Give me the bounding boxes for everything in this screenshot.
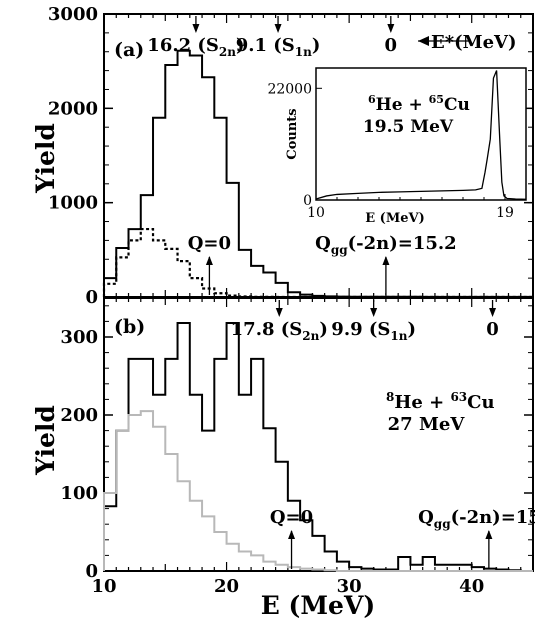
top-marker-label-main: 9.1 (S [236, 35, 295, 56]
bottom-marker-label-main: Q [418, 507, 434, 528]
panel-b-frame [103, 297, 534, 572]
inset-xlabel: E (MeV) [365, 211, 424, 226]
top-marker-label: 9.9 (S1n) [331, 319, 416, 343]
bottom-marker-label-main: Q [315, 233, 331, 254]
bottom-marker-label-main: Q=0 [188, 233, 231, 254]
bottom-marker-label-tail: (-2n)=15.2 [348, 233, 457, 254]
excitation-axis-label: E*(MeV) [431, 32, 517, 53]
bottom-marker-label: Q=0 [270, 507, 313, 528]
panel-b-series [103, 321, 533, 572]
bottom-marker-label: Qgg(-2n)=15.2 [315, 233, 457, 257]
bottom-marker-label-main: Q=0 [270, 507, 313, 528]
panel-b-y-tick-label: 100 [60, 483, 98, 504]
top-marker-label-sub: 2n [219, 45, 236, 59]
inset-ylabel: Counts [285, 108, 300, 159]
inset-title-sup1: 6 [368, 93, 376, 106]
top-marker-label-sub: 1n [295, 45, 312, 59]
top-marker-arrowhead [387, 24, 395, 33]
bottom-marker-arrowhead [485, 530, 493, 539]
panel-a-y-tick-label: 1000 [48, 193, 98, 214]
top-marker-arrowhead [489, 308, 497, 317]
panel-a-y-tick-label: 2000 [48, 98, 98, 119]
inset-title-sup2: 65 [429, 93, 444, 106]
top-marker-arrowhead [274, 24, 282, 33]
top-marker-label-sub: 2n [302, 329, 319, 343]
inset-title-text1: He + [376, 95, 429, 115]
bottom-marker-label: Qgg(-2n)=15.7 [418, 507, 535, 531]
panel-a-ylabel: Yield [31, 123, 60, 194]
top-marker-label-tail: ) [407, 319, 416, 340]
excitation-axis-arrowhead [418, 36, 429, 46]
panel-b-annotation-line1: 8He + 63Cu [386, 390, 495, 413]
inset-y-tick-label: 0 [303, 193, 312, 209]
panel-b-series-gray [103, 410, 533, 572]
inset-plot: Counts E (MeV) 0 22000 10 19 6He + 65Cu 19.… [267, 67, 527, 226]
top-marker-label-tail: ) [236, 35, 245, 56]
x-tick-label: 20 [214, 576, 239, 597]
panel-b-y-tick-label: 0 [85, 561, 98, 582]
panel-b-annotation-sup1: 8 [386, 390, 394, 404]
bottom-marker-arrowhead [382, 256, 390, 265]
inset-title-line2: 19.5 MeV [363, 117, 454, 137]
inset-spectrum-line [315, 70, 527, 200]
top-marker-label-main: 16.2 (S [147, 35, 219, 56]
inset-x-tick-label: 19 [496, 205, 514, 221]
top-marker-arrowhead [275, 308, 283, 317]
bottom-marker-label-sub: gg [331, 243, 348, 257]
x-tick-label: 40 [459, 576, 484, 597]
bottom-marker-label-tail: (-2n)=15.7 [451, 507, 535, 528]
top-marker-label: 17.8 (S2n) [231, 319, 328, 343]
panel-b-y-ticks: 0 100 200 300 [60, 298, 534, 582]
panel-b-y-tick-label: 300 [60, 327, 98, 348]
top-marker-label-sub: 1n [390, 329, 407, 343]
top-marker-label-main: 17.8 (S [231, 319, 303, 340]
top-marker-label-tail: ) [319, 319, 328, 340]
panel-b-y-tick-label: 200 [60, 405, 98, 426]
top-marker-label: 0 [385, 35, 398, 56]
panel-b-label: (b) [114, 316, 145, 338]
top-marker-label-main: 9.9 (S [331, 319, 390, 340]
panel-b-series-solid [103, 321, 533, 572]
panel-b-ylabel: Yield [31, 405, 60, 476]
top-marker-label-main: 0 [486, 319, 499, 340]
panel-a-y-tick-label: 3000 [48, 4, 98, 25]
top-marker-arrowhead [192, 24, 200, 33]
x-axis-label: E (MeV) [261, 591, 375, 620]
top-marker-label-main: 0 [385, 35, 398, 56]
inset-x-tick-label: 10 [307, 205, 325, 221]
top-marker-label: 16.2 (S2n) [147, 35, 244, 59]
top-marker-label: 0 [486, 319, 499, 340]
panel-b-annotation-text2: Cu [467, 392, 494, 413]
panel-a-y-tick-label: 0 [85, 287, 98, 308]
inset-ticks: 0 22000 10 19 [267, 81, 527, 221]
panel-a-series-solid [103, 49, 533, 298]
panel-b-annotation-text1: He + [394, 392, 450, 413]
bottom-marker-label: Q=0 [188, 233, 231, 254]
x-axis: 10 20 30 40 [91, 576, 484, 597]
top-marker-label-tail: ) [312, 35, 321, 56]
x-tick-label: 10 [91, 576, 116, 597]
bottom-marker-arrowhead [288, 530, 296, 539]
x-tick-label: 30 [337, 576, 362, 597]
top-marker-label: 9.1 (S1n) [236, 35, 321, 59]
inset-title-line1: 6He + 65Cu [368, 93, 470, 115]
panel-a-label: (a) [114, 39, 144, 61]
panel-a-markers: 16.2 (S2n)9.1 (S1n) 0Q=0 Qgg(-2n)=15.2 [147, 16, 457, 295]
inset-title-text2: Cu [444, 95, 470, 115]
bottom-marker-arrowhead [205, 256, 213, 265]
bottom-marker-label-sub: gg [434, 517, 451, 531]
top-marker-arrowhead [370, 308, 378, 317]
inset-y-tick-label: 22000 [267, 81, 312, 97]
panel-b-annotation-line2: 27 MeV [388, 414, 466, 435]
panel-b-annotation-sup2: 63 [450, 390, 467, 404]
